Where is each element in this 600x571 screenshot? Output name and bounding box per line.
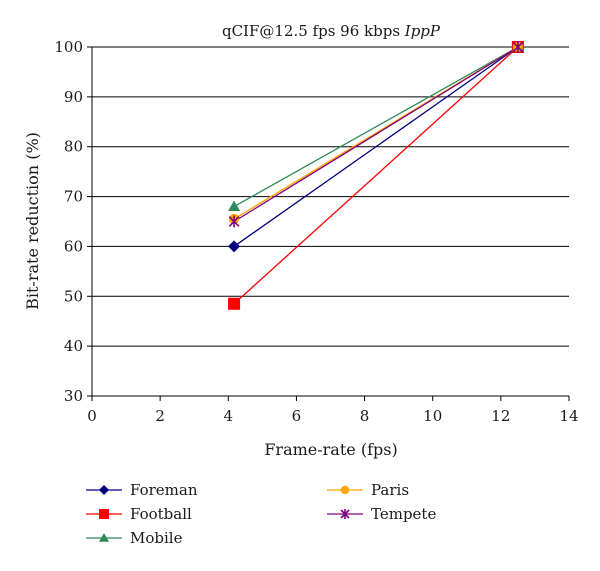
y-tick-label-0: 30: [64, 387, 83, 405]
y-axis-title: Bit-rate reduction (%): [23, 132, 42, 310]
x-tick-label-4: 8: [360, 407, 370, 425]
x-tick-label-3: 6: [292, 407, 302, 425]
legend-item-football: Football: [86, 505, 192, 523]
legend-item-paris: Paris: [327, 481, 409, 499]
chart-title-italic: IppP: [404, 22, 441, 40]
legend: Foreman Football Mobile Paris Tempete: [86, 481, 436, 547]
chart-title-main: qCIF@12.5 fps 96 kbps: [222, 22, 405, 40]
legend-item-foreman: Foreman: [86, 481, 198, 499]
x-axis-title: Frame-rate (fps): [264, 440, 397, 459]
legend-label: Football: [130, 505, 192, 523]
legend-label: Tempete: [371, 505, 436, 523]
x-tick-label-6: 12: [491, 407, 510, 425]
chart-title: qCIF@12.5 fps 96 kbps IppP: [222, 22, 441, 40]
series-line-football: [233, 46, 519, 305]
data-point-tempete-0: [228, 215, 240, 228]
x-tick-label-2: 4: [224, 407, 234, 425]
legend-label: Paris: [371, 481, 409, 499]
x-tick-label-0: 0: [87, 407, 97, 425]
data-point-foreman-0: [228, 240, 241, 253]
grid: [92, 46, 569, 397]
tick-labels: 30 40 50 60 70 80 90 100 0 2 4 6 8 10 12 14: [54, 38, 578, 425]
y-tick-label-3: 60: [64, 237, 83, 255]
y-tick-label-7: 100: [54, 38, 83, 56]
data-point-mobile-0: [228, 200, 241, 212]
y-tick-label-5: 80: [64, 138, 83, 156]
legend-label: Foreman: [130, 481, 198, 499]
series-line-tempete: [233, 46, 519, 223]
legend-label: Mobile: [130, 529, 183, 547]
series-line-mobile: [233, 46, 519, 208]
y-tick-label-6: 90: [64, 88, 83, 106]
y-tick-label-1: 40: [64, 337, 83, 355]
data-point-football-0: [228, 297, 241, 310]
data-point-tempete-1: [512, 41, 524, 53]
series: [228, 41, 524, 310]
x-tick-label-7: 14: [559, 407, 578, 425]
y-tick-label-2: 50: [64, 287, 83, 305]
series-line-foreman: [233, 46, 519, 247]
legend-item-tempete: Tempete: [327, 505, 436, 523]
legend-marker: [340, 485, 350, 495]
axes: [87, 46, 570, 401]
legend-marker: [99, 533, 109, 542]
legend-marker: [99, 485, 109, 495]
legend-item-mobile: Mobile: [86, 529, 183, 547]
legend-marker: [340, 509, 350, 519]
x-tick-label-5: 10: [423, 407, 442, 425]
legend-marker: [99, 509, 109, 519]
y-tick-label-4: 70: [64, 188, 83, 206]
x-tick-label-1: 2: [155, 407, 165, 425]
